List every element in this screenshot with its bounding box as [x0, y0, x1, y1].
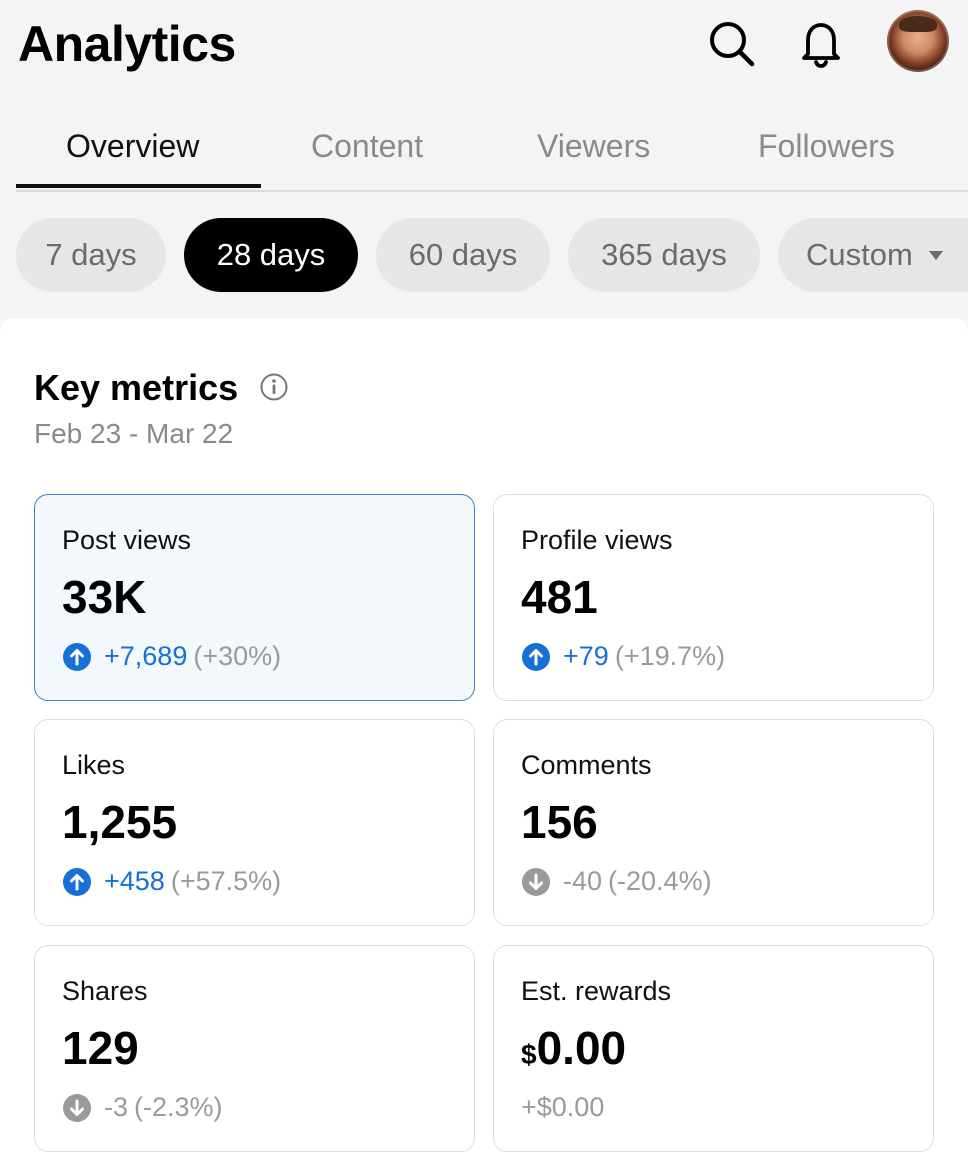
arrow-up-icon: [62, 642, 92, 672]
metric-label: Post views: [62, 525, 192, 555]
metric-delta: +7,689: [104, 641, 188, 671]
period-60-days[interactable]: 60 days: [376, 218, 550, 292]
period-7-days[interactable]: 7 days: [16, 218, 166, 292]
metric-label: Profile views: [521, 525, 673, 555]
metric-value: 1,255: [62, 796, 178, 848]
metric-card-post-views[interactable]: Post views 33K +7,689 (+30%): [34, 494, 475, 701]
metric-delta: +458: [104, 866, 165, 896]
metric-label: Comments: [521, 750, 652, 780]
period-label: 7 days: [45, 237, 137, 272]
period-label: 28 days: [216, 237, 326, 272]
period-custom-dropdown[interactable]: Custom: [778, 218, 968, 292]
period-28-days[interactable]: 28 days: [184, 218, 358, 292]
metric-delta: +$0.00: [521, 1092, 605, 1122]
metric-card-profile-views[interactable]: Profile views 481 +79 (+19.7%): [493, 494, 934, 701]
metric-card-shares[interactable]: Shares 129 -3 (-2.3%): [34, 945, 475, 1152]
arrow-down-icon: [62, 1093, 92, 1123]
metric-label: Est. rewards: [521, 976, 672, 1006]
key-metrics-title: Key metrics: [34, 367, 239, 408]
metric-percent: (+19.7%): [614, 641, 726, 671]
avatar[interactable]: [887, 10, 949, 72]
period-selector: 7 days 28 days 60 days 365 days Custom: [0, 218, 968, 292]
metric-card-est-rewards[interactable]: Est. rewards $0.00 +$0.00: [493, 945, 934, 1152]
metric-percent: (-20.4%): [608, 866, 712, 896]
arrow-down-icon: [521, 867, 551, 897]
search-icon[interactable]: [704, 16, 758, 70]
metric-value-amount: 0.00: [536, 1022, 627, 1074]
metric-card-likes[interactable]: Likes 1,255 +458 (+57.5%): [34, 719, 475, 926]
avatar-hair: [899, 16, 937, 32]
currency-symbol: $: [521, 1039, 537, 1070]
period-label: 365 days: [601, 237, 727, 272]
metric-change: -3 (-2.3%): [62, 1092, 223, 1123]
metric-value: 481: [521, 571, 598, 623]
header: Analytics: [0, 0, 968, 92]
metric-delta: +79: [563, 641, 609, 671]
date-range: Feb 23 - Mar 22: [34, 418, 234, 449]
metric-change: +458 (+57.5%): [62, 866, 281, 897]
metric-delta: -40: [563, 866, 603, 896]
active-tab-indicator: [16, 184, 261, 188]
metric-value: 129: [62, 1022, 139, 1074]
tab-bar: Overview Content Viewers Followers: [0, 100, 968, 192]
metric-percent: (+57.5%): [170, 866, 282, 896]
period-label: 60 days: [408, 237, 518, 272]
period-365-days[interactable]: 365 days: [568, 218, 760, 292]
metric-label: Likes: [62, 750, 126, 780]
metric-change: +$0.00: [521, 1092, 604, 1123]
divider: [16, 190, 968, 192]
metric-change: +7,689 (+30%): [62, 641, 281, 672]
info-icon[interactable]: [259, 372, 289, 402]
arrow-up-icon: [521, 642, 551, 672]
metric-percent: (-2.3%): [134, 1092, 223, 1122]
metric-value: 33K: [62, 571, 147, 623]
caret-down-icon: [928, 250, 943, 260]
tab-viewers[interactable]: Viewers: [537, 128, 651, 164]
metric-value: $0.00: [521, 1021, 626, 1082]
page-title: Analytics: [18, 16, 236, 72]
period-label: Custom: [806, 237, 913, 272]
tab-followers[interactable]: Followers: [758, 128, 895, 164]
metric-change: +79 (+19.7%): [521, 641, 725, 672]
tab-content[interactable]: Content: [311, 128, 424, 164]
metric-percent: (+30%): [193, 641, 282, 671]
metric-value: 156: [521, 796, 598, 848]
tab-overview[interactable]: Overview: [66, 128, 200, 164]
metric-card-comments[interactable]: Comments 156 -40 (-20.4%): [493, 719, 934, 926]
arrow-up-icon: [62, 867, 92, 897]
bell-icon[interactable]: [794, 16, 848, 70]
metric-change: -40 (-20.4%): [521, 866, 712, 897]
metric-label: Shares: [62, 976, 148, 1006]
key-metrics-card: Key metrics Feb 23 - Mar 22 Post views 3…: [0, 318, 968, 1172]
metric-delta: -3: [104, 1092, 129, 1122]
